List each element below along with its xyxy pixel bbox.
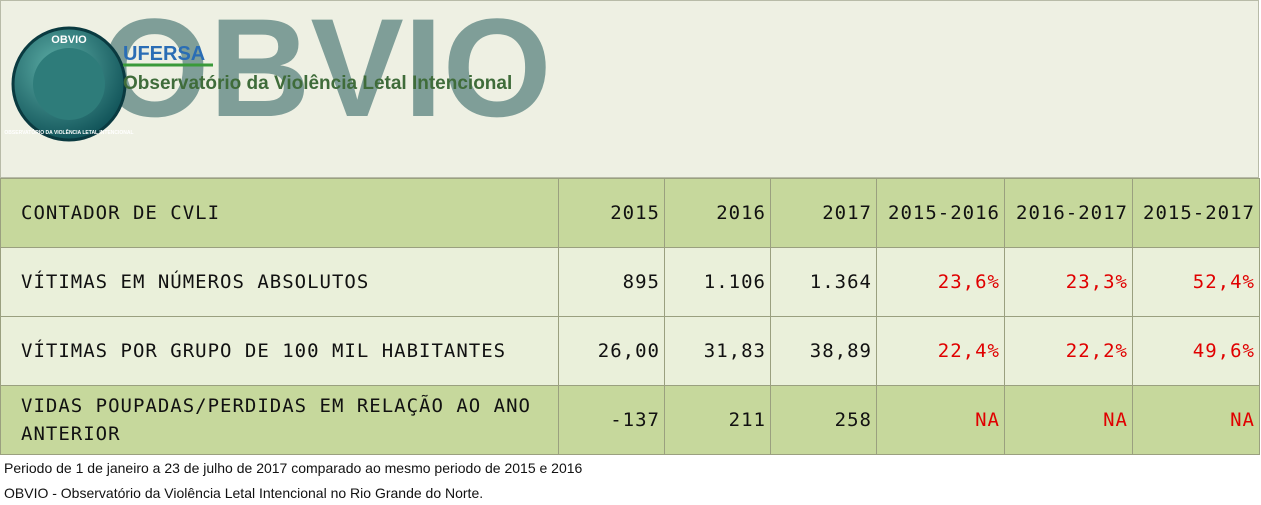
table-cell: 23,6% [876, 247, 1005, 317]
table-cell: 22,4% [876, 316, 1005, 386]
table-cell: NA [876, 385, 1005, 455]
table-cell: 2016 [664, 178, 771, 248]
table-row: VIDAS POUPADAS/PERDIDAS EM RELAÇÃO AO AN… [0, 385, 1260, 455]
table-cell: 2017 [770, 178, 877, 248]
row-label: VIDAS POUPADAS/PERDIDAS EM RELAÇÃO AO AN… [0, 385, 559, 455]
table-cell: 23,3% [1004, 247, 1133, 317]
table-cell: 2016-2017 [1004, 178, 1133, 248]
table-cell: 31,83 [664, 316, 771, 386]
table-cell: 49,6% [1132, 316, 1260, 386]
row-label: CONTADOR DE CVLI [0, 178, 559, 248]
table: CONTADOR DE CVLI 2015 2016 2017 2015-2016 201… [0, 178, 1260, 455]
table-cell: 52,4% [1132, 247, 1260, 317]
footer-note: OBVIO - Observatório da Violência Letal … [4, 485, 484, 501]
table-cell: 258 [770, 385, 877, 455]
table-cell: NA [1132, 385, 1260, 455]
table-cell: NA [1004, 385, 1133, 455]
table-row: VÍTIMAS EM NÚMEROS ABSOLUTOS 895 1.106 1.36… [0, 247, 1260, 317]
footer-note: Periodo de 1 de janeiro a 23 de julho de… [4, 460, 583, 476]
table-cell: 1.364 [770, 247, 877, 317]
table-cell: 26,00 [558, 316, 665, 386]
table-cell: 2015 [558, 178, 665, 248]
table-cell: 38,89 [770, 316, 877, 386]
logo-text: OBVIO [100, 1, 551, 146]
badge-inner [33, 48, 105, 120]
subtitle: Observatório da Violência Letal Intencio… [123, 73, 512, 94]
table-cell: -137 [558, 385, 665, 455]
table-cell: 895 [558, 247, 665, 317]
header: OBVIO OBVIO OBSERVATÓRIO DA VIOLÊNCIA LE… [0, 0, 1259, 178]
row-label: VÍTIMAS EM NÚMEROS ABSOLUTOS [0, 247, 559, 317]
header-graphic: OBVIO OBVIO OBSERVATÓRIO DA VIOLÊNCIA LE… [4, 0, 551, 146]
badge-bottom: OBSERVATÓRIO DA VIOLÊNCIA LETAL INTENCIO… [4, 128, 133, 136]
table-cell: 211 [664, 385, 771, 455]
table-cell: 1.106 [664, 247, 771, 317]
row-label: VÍTIMAS POR GRUPO DE 100 MIL HABITANTES [0, 316, 559, 386]
table-cell: 2015-2016 [876, 178, 1005, 248]
table-row: VÍTIMAS POR GRUPO DE 100 MIL HABITANTES 2… [0, 316, 1260, 386]
badge-top: OBVIO [51, 34, 87, 46]
table-cell: 2015-2017 [1132, 178, 1260, 248]
table-cell: 22,2% [1004, 316, 1133, 386]
university: UFERSA [123, 43, 205, 65]
table-row: CONTADOR DE CVLI 2015 2016 2017 2015-2016 201… [0, 178, 1260, 248]
